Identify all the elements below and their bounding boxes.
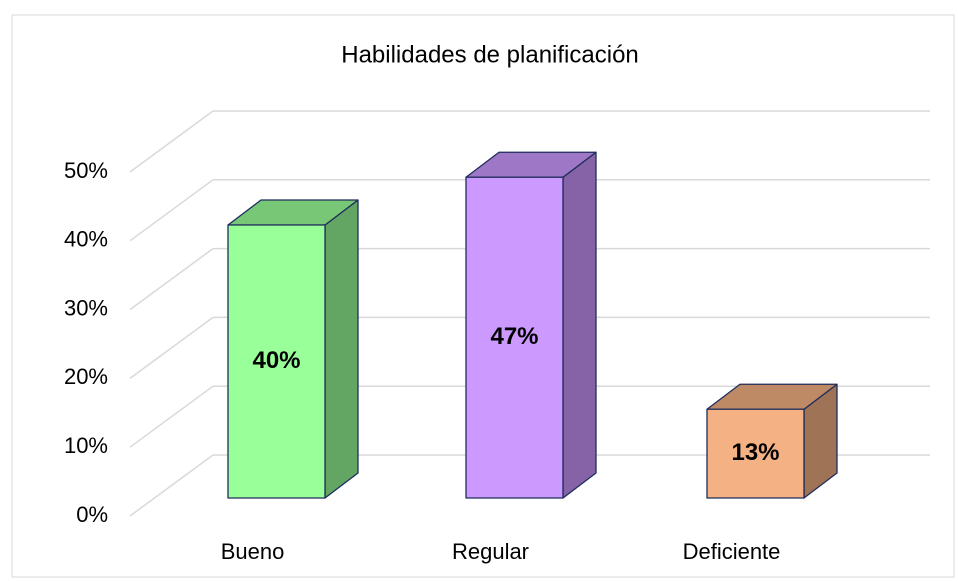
bar xyxy=(465,176,564,499)
data-label: 47% xyxy=(490,323,538,350)
data-label: 40% xyxy=(252,347,300,374)
grid-line-depth xyxy=(129,454,214,517)
y-tick-label: 50% xyxy=(64,158,108,183)
grid-line-depth xyxy=(129,247,214,311)
y-tick-label: 30% xyxy=(64,295,108,320)
data-label: 13% xyxy=(731,439,779,466)
x-tick-label: Deficiente xyxy=(683,539,781,564)
grid-line-depth xyxy=(129,110,214,173)
y-tick-label: 0% xyxy=(76,502,108,527)
grid-line-depth xyxy=(129,179,214,242)
x-tick-label: Bueno xyxy=(221,539,285,564)
y-tick-label: 10% xyxy=(64,433,108,458)
y-tick-label: 20% xyxy=(64,364,108,389)
bar-side xyxy=(562,151,597,499)
grid-line-depth xyxy=(129,316,214,380)
bar xyxy=(227,224,326,499)
bar xyxy=(706,408,805,499)
chart-title: Habilidades de planificación xyxy=(341,41,639,68)
bar-side xyxy=(324,199,359,499)
y-tick-label: 40% xyxy=(64,227,108,252)
x-tick-label: Regular xyxy=(452,539,529,564)
grid-line-depth xyxy=(129,385,214,448)
